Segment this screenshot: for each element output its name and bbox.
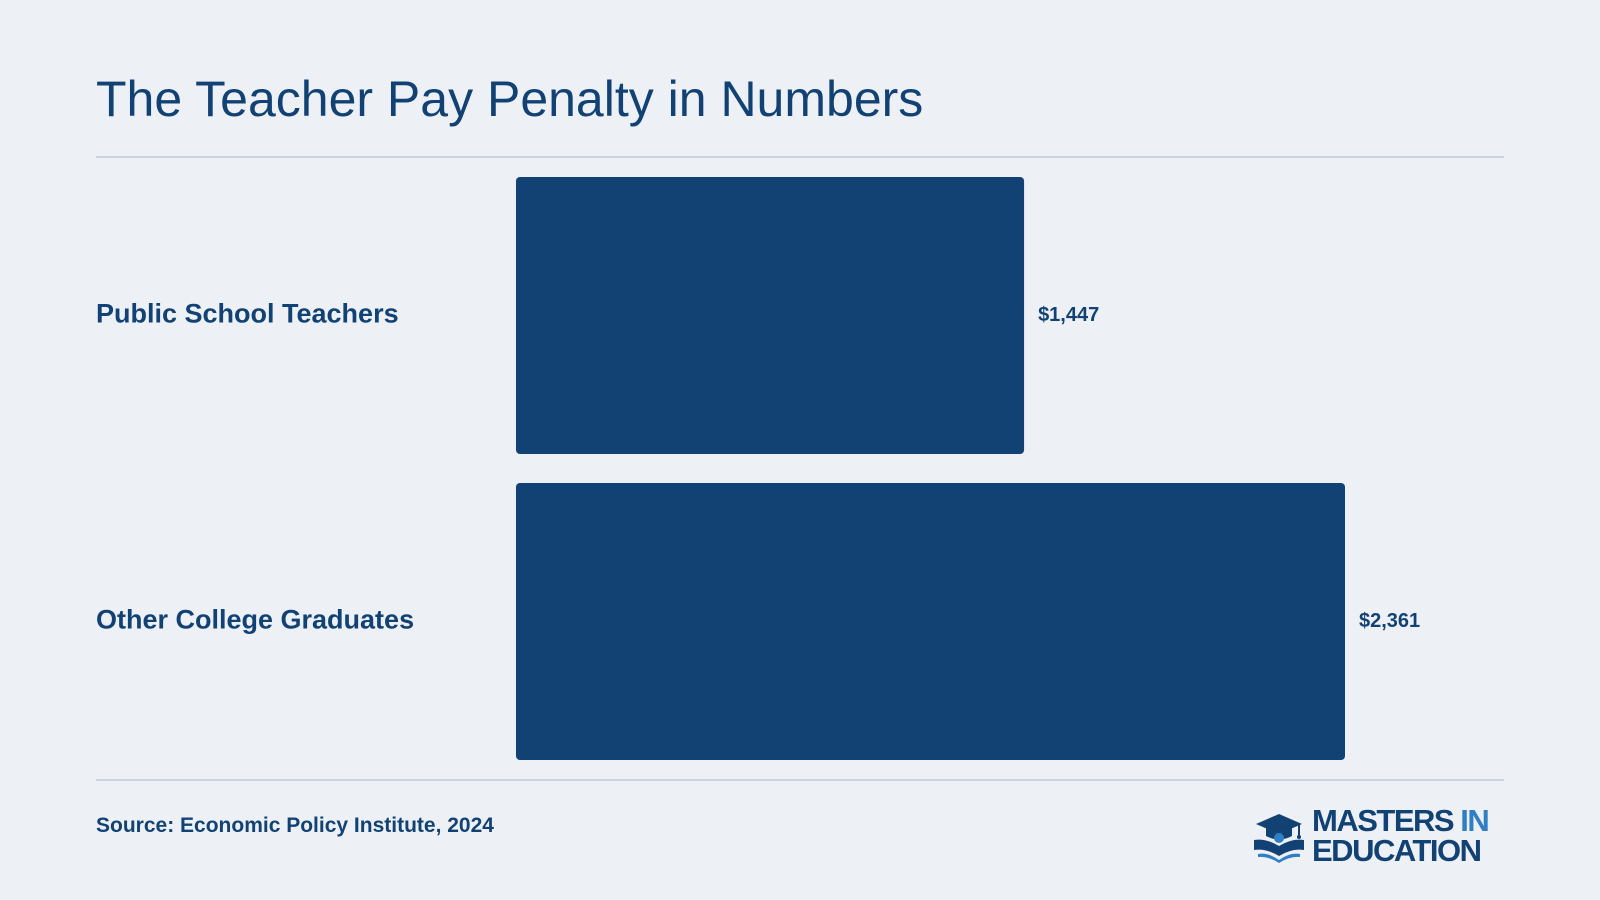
value-label: $2,361	[1359, 610, 1420, 632]
masters-in-education-logo: MASTERS IN EDUCATION	[1252, 803, 1504, 868]
source-note: Source: Economic Policy Institute, 2024	[96, 814, 494, 837]
logo-wordmark: MASTERS IN EDUCATION	[1312, 803, 1490, 868]
logo-word-masters: MASTERS	[1312, 803, 1455, 838]
bottom-divider	[96, 779, 1504, 781]
bar-1	[516, 483, 1345, 760]
category-label: Public School Teachers	[96, 299, 399, 329]
logo-word-in: IN	[1460, 803, 1490, 838]
bar-0	[516, 177, 1025, 454]
logo-word-education: EDUCATION	[1312, 833, 1482, 868]
top-divider	[96, 156, 1504, 158]
chart-title: The Teacher Pay Penalty in Numbers	[96, 71, 924, 127]
graduation-cap-book-icon	[1254, 814, 1304, 863]
category-label: Other College Graduates	[96, 605, 414, 635]
value-label: $1,447	[1038, 304, 1099, 326]
